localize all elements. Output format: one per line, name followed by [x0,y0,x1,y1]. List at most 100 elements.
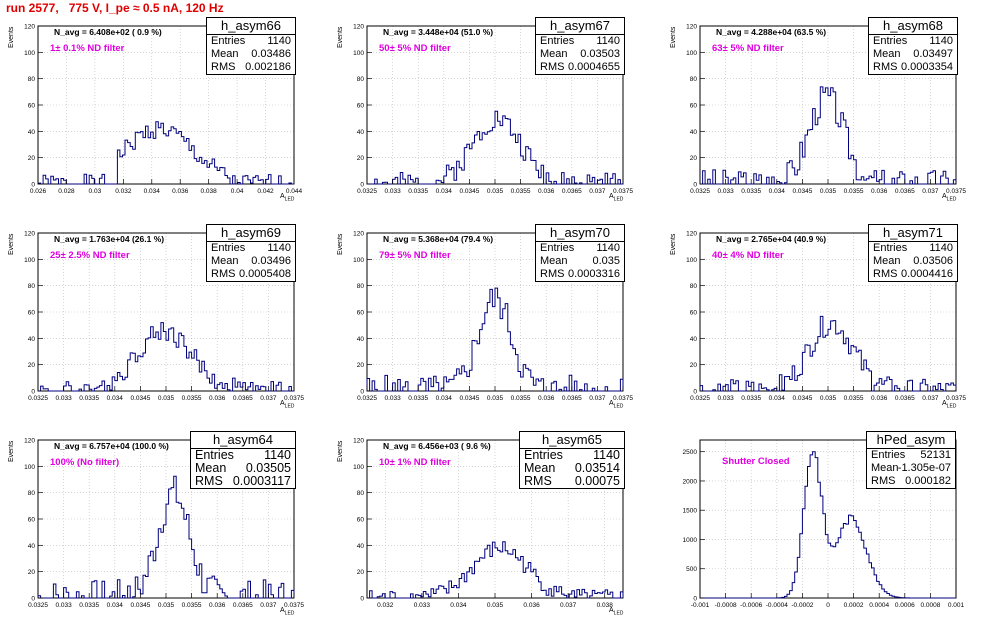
y-tick-label: 80 [28,490,36,497]
x-tick-label: 0.036 [172,188,189,195]
histogram-series [37,475,295,599]
stats-value: 52131 [920,449,951,461]
stats-title: h_asym68 [869,18,957,35]
stats-row-mean: Mean 0.03505 [195,462,291,475]
x-tick-label: 0.037 [560,602,577,609]
y-tick-label: 100 [353,257,364,264]
y-tick-label: 60 [357,517,365,524]
x-tick-label: 0.0002 [844,602,864,609]
histogram-panel-h_asym68: 0.0325 0.033 0.0335 0.034 0.0345 0.035 0.0355 0… [670,17,966,202]
stats-label: Mean [540,255,568,267]
y-tick-label: 0 [360,389,364,396]
histogram-series [700,86,957,185]
x-tick-label: 0.037 [589,188,606,195]
stats-row-mean: Mean 0.03514 [524,462,620,475]
y-tick-label: 120 [24,231,35,238]
stats-label: Entries [871,449,906,461]
filter-note: 79± 5% ND filter [379,250,451,261]
stats-value: 0.03497 [913,48,953,60]
navg-label: N_avg = 3.448e+04 (51.0 %) [383,27,494,37]
x-tick-label: 0.038 [597,602,614,609]
x-tick-label: 0.034 [144,188,161,195]
x-tick-label: 0.0355 [844,188,864,195]
x-tick-label: 0.0325 [690,188,710,195]
x-axis-label: ALED [942,400,957,410]
stats-box: h_asym71 Entries 1140 Mean 0.03506 RMS 0.00044… [868,224,958,282]
histogram-series [366,287,624,392]
stats-row-mean: Mean 0.03497 [873,48,953,61]
stats-row-rms: RMS 0.0004416 [873,268,953,281]
navg-label: N_avg = 2.765e+04 (40.9 %) [716,234,827,244]
stats-row-rms: RMS 0.0003354 [873,61,953,74]
x-tick-label: 0.034 [436,188,453,195]
y-tick-label: 40 [357,336,365,343]
x-tick-label: 0.036 [209,395,226,402]
x-tick-label: 0.0345 [459,188,479,195]
stats-label: Entries [540,242,575,254]
stats-label: Entries [540,35,575,47]
stats-label: Entries [211,242,246,254]
stats-value: 0.0004655 [568,61,620,73]
stats-value: 0.035 [592,255,620,267]
stats-row-entries: Entries 1140 [524,449,620,462]
x-tick-label: 0.001 [948,602,965,609]
stats-label: Mean [211,255,239,267]
x-tick-label: 0.033 [384,188,401,195]
x-tick-label: 0.036 [538,188,555,195]
stats-box: hPed_asym Entries 52131 Mean -1.305e-07 RMS 0.… [866,431,956,489]
x-tick-label: 0.0335 [741,395,761,402]
histogram-panel-h_asym66: 0.026 0.028 0.03 0.032 0.034 0.036 0.038 0.04 0.… [8,17,303,202]
y-tick-label: 40 [357,129,365,136]
stats-label: Entries [524,448,563,462]
stats-value: 1140 [929,242,953,254]
stats-value: 1140 [596,35,620,47]
stats-value: -1.305e-07 [897,462,951,474]
stats-value: 0.03496 [251,255,291,267]
stats-label: Mean [873,255,901,267]
histogram-plot: 0.0325 0.033 0.0335 0.034 0.0345 0.035 0.0355 0… [24,438,304,610]
x-tick-label: 0.038 [201,188,218,195]
x-tick-label: 0.035 [487,395,504,402]
stats-label: Entries [211,35,246,47]
y-tick-label: 2500 [683,449,698,456]
stats-label: Mean [195,461,227,475]
x-tick-label: 0.0365 [895,188,915,195]
y-tick-label: 0 [360,182,364,189]
stats-value: 0.002186 [245,61,291,73]
y-tick-label: 100 [24,257,35,264]
y-tick-label: 0 [31,182,35,189]
x-tick-label: 0.0365 [562,395,582,402]
y-tick-label: 40 [357,543,365,550]
stats-row-rms: RMS 0.0005408 [211,268,291,281]
histogram-series [38,322,294,392]
x-tick-label: 0.032 [115,188,132,195]
histogram-plot: 0.032 0.033 0.034 0.035 0.036 0.037 0.038 0 20 40… [353,438,624,609]
stats-label: RMS [871,475,896,487]
x-tick-label: 0.034 [769,395,786,402]
filter-note: 1± 0.1% ND filter [50,43,125,54]
y-axis-label: Events [337,233,344,255]
x-tick-label: 0.0325 [357,395,377,402]
y-tick-label: 120 [24,438,35,445]
stats-label: Mean [211,48,239,60]
stats-row-entries: Entries 1140 [873,242,953,255]
x-tick-label: 0.0375 [946,395,966,402]
stats-title: h_asym65 [520,432,624,449]
histogram-plot: 0.0325 0.033 0.0335 0.034 0.0345 0.035 0.0355 0… [353,231,633,403]
stats-title: h_asym66 [207,18,295,35]
stats-label: Entries [873,242,908,254]
filter-note: 40± 4% ND filter [712,250,784,261]
navg-label: N_avg = 1.763e+04 (26.1 %) [54,234,165,244]
x-tick-label: 0.0355 [844,395,864,402]
x-axis-label: ALED [942,193,957,203]
y-tick-label: 0 [31,389,35,396]
y-axis-label: Events [8,233,15,255]
histogram-series [367,541,624,599]
x-tick-label: 0.0365 [562,188,582,195]
x-tick-label: 0.037 [589,395,606,402]
stats-row-entries: Entries 1140 [540,242,620,255]
stats-value: 0.000182 [905,475,951,487]
x-axis-label: ALED [609,607,624,617]
x-axis-label: ALED [609,193,624,203]
y-tick-label: 100 [353,50,364,57]
